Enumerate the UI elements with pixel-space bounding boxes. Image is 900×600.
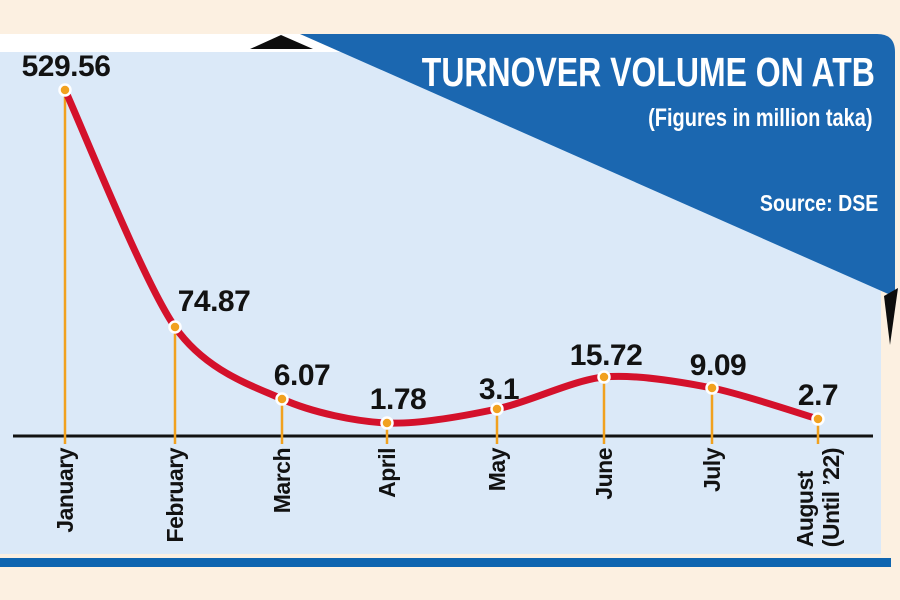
banner-right-triangle-icon — [884, 288, 898, 345]
month-axis-label: July — [699, 448, 725, 492]
chart-title: TURNOVER VOLUME ON ATB — [421, 49, 875, 95]
value-label: 1.78 — [369, 383, 427, 416]
value-label: 529.56 — [21, 50, 111, 83]
month-axis-label: January — [52, 448, 78, 533]
month-axis-label-line: May — [484, 448, 510, 492]
value-label: 74.87 — [177, 285, 251, 318]
source-attribution: Source: DSE — [759, 190, 878, 216]
bottom-accent-strip — [0, 558, 891, 567]
value-label: 6.07 — [273, 359, 331, 392]
month-axis-label-line: August — [792, 471, 818, 548]
value-label: 9.09 — [689, 349, 747, 382]
month-axis-label-line: June — [591, 448, 617, 500]
month-axis-label-line: March — [269, 448, 295, 514]
value-label: 2.7 — [797, 379, 839, 412]
value-label: 15.72 — [569, 339, 643, 372]
month-axis-label: May — [484, 448, 510, 491]
month-axis-label-line: February — [162, 448, 188, 543]
month-axis-label-line: April — [374, 448, 400, 498]
month-axis-label: February — [162, 448, 188, 542]
month-axis-label-line: July — [699, 448, 725, 493]
month-axis-label-line: January — [52, 448, 78, 533]
month-axis-label: June — [591, 448, 617, 500]
month-axis-label: April — [374, 448, 400, 498]
month-axis-label: March — [269, 448, 295, 513]
chart-subtitle: (Figures in million taka) — [648, 104, 873, 132]
month-axis-label: August (Until ’22) — [792, 448, 844, 547]
value-label: 3.1 — [478, 373, 520, 406]
month-axis-label-line: (Until ’22) — [818, 448, 844, 548]
